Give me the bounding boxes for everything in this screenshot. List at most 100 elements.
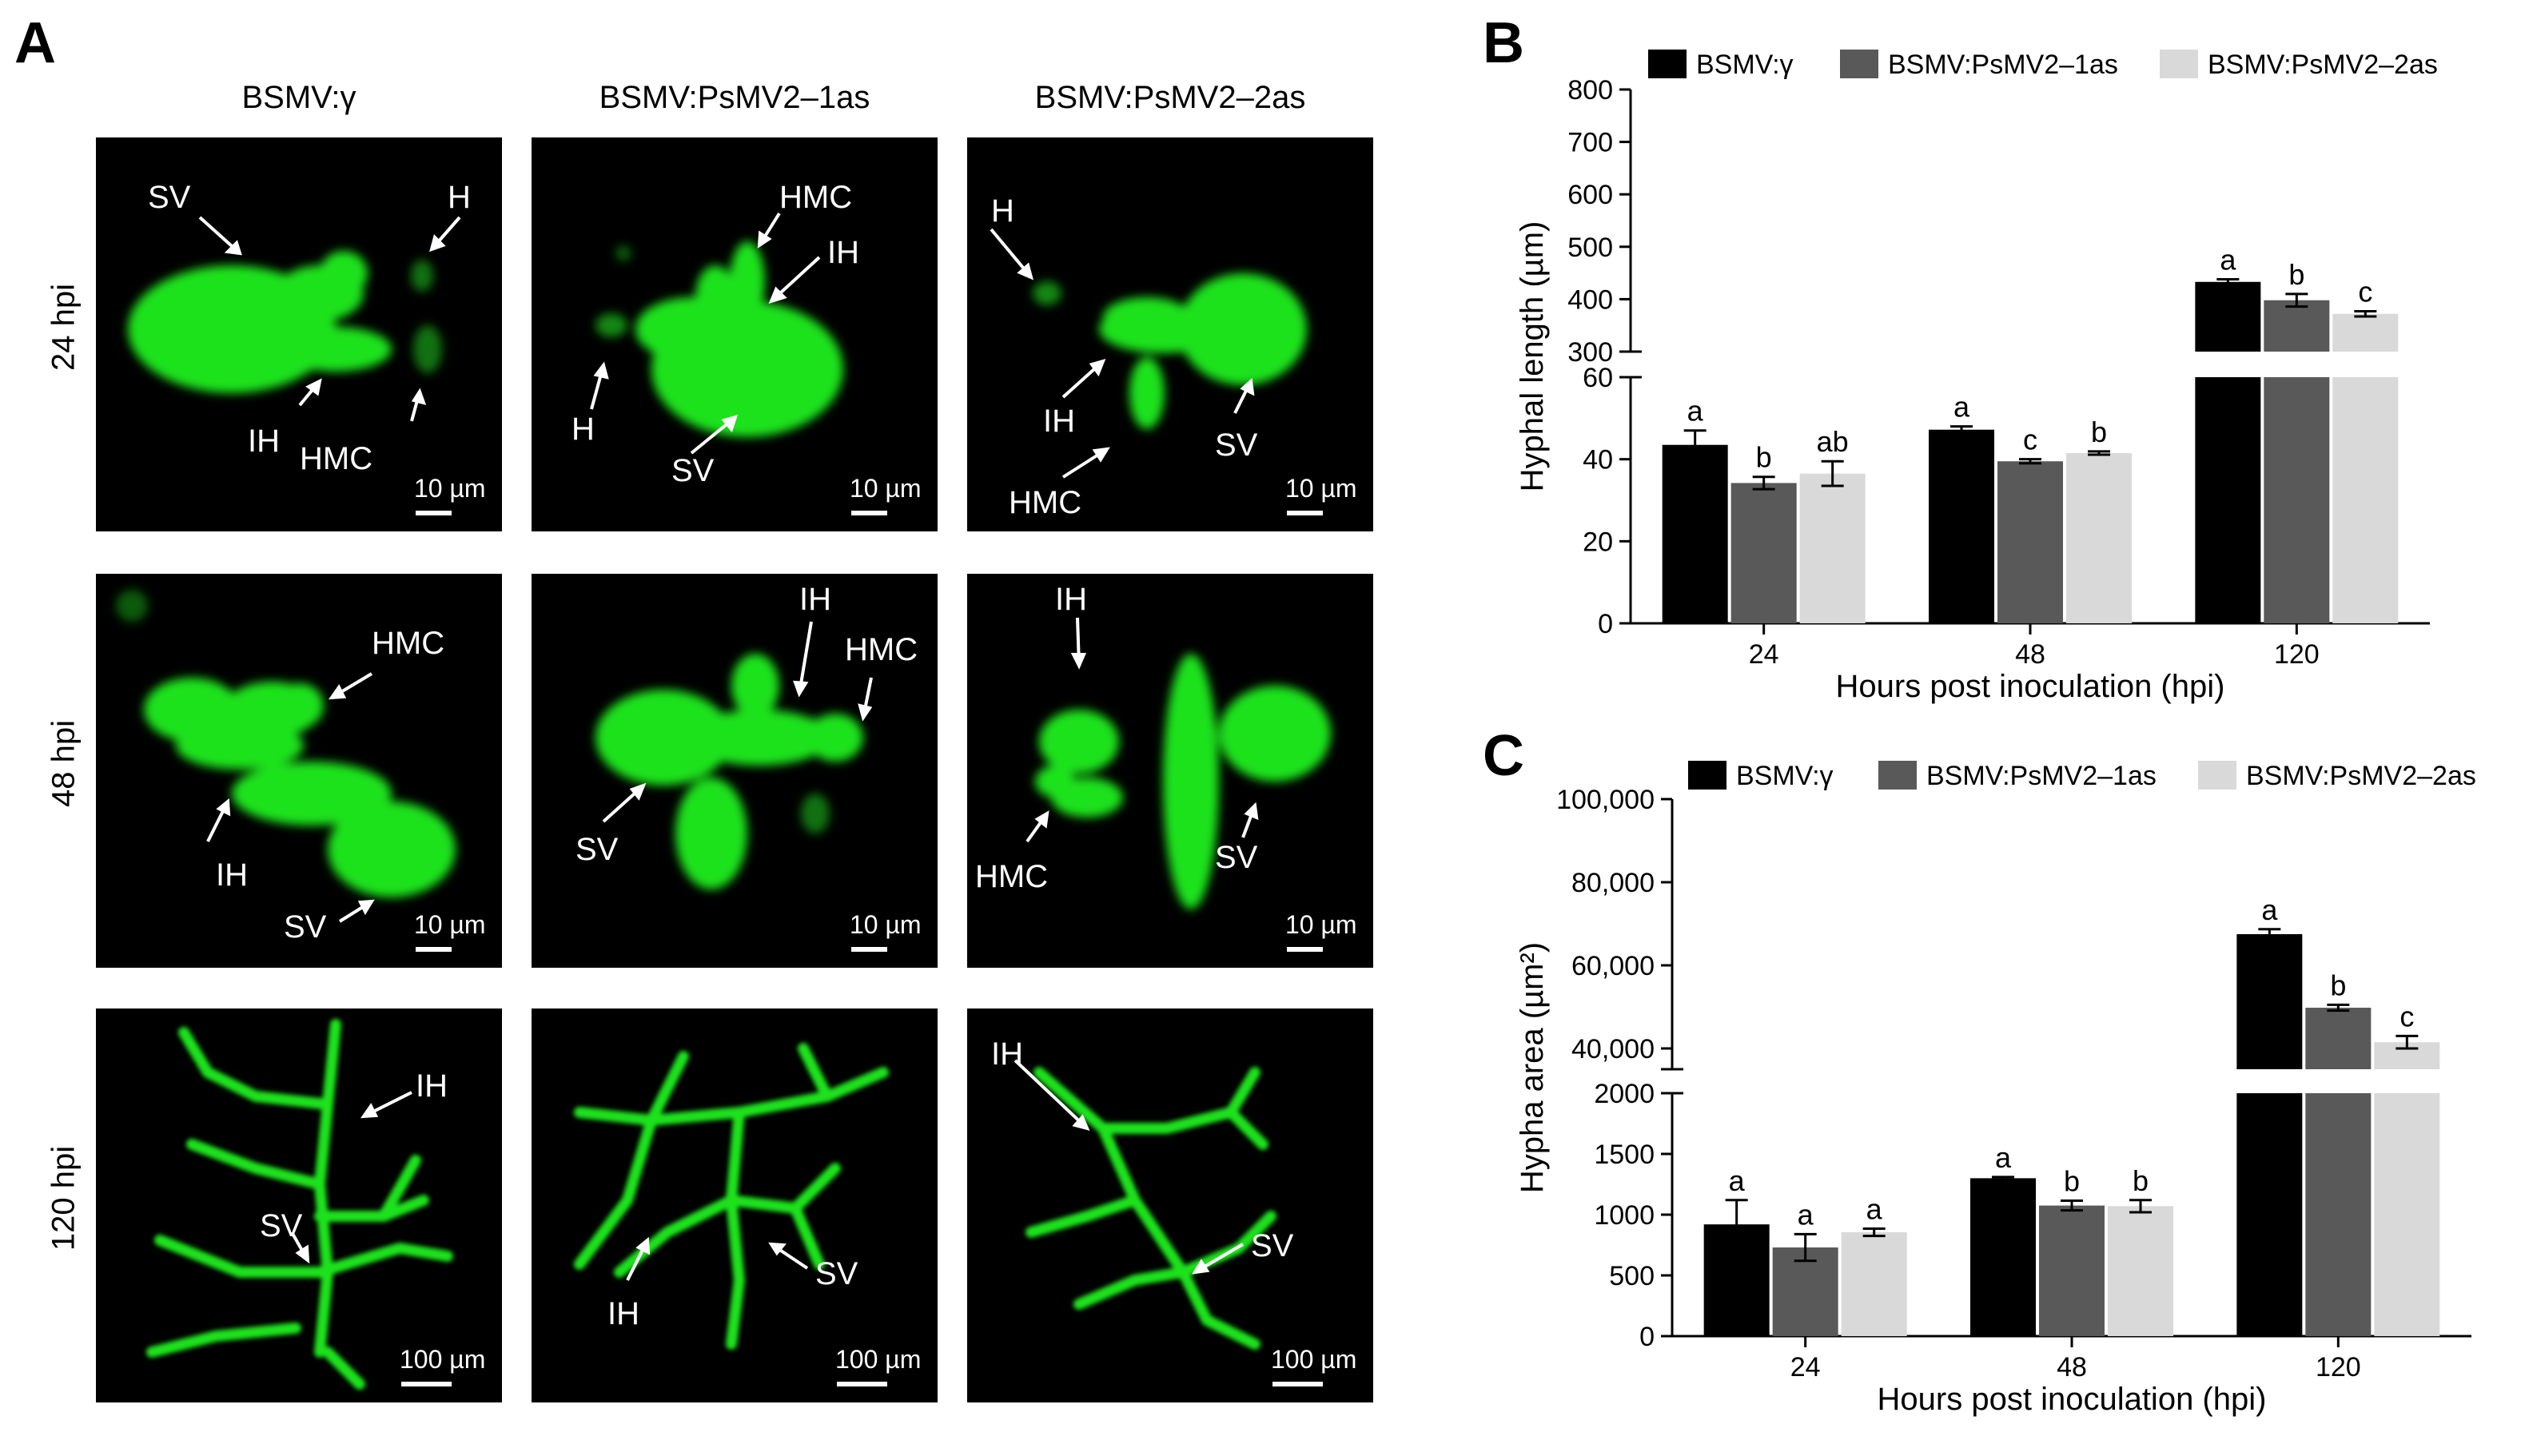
x-axis-title: Hours post inoculation (hpi) bbox=[1836, 669, 2225, 704]
micrograph-24hpi-bsmv-gamma: SV H IH HMC 10 µm bbox=[96, 137, 502, 531]
bar-lower-segment bbox=[2236, 1093, 2303, 1336]
label-hmc: HMC bbox=[975, 859, 1048, 894]
label-sv: SV bbox=[575, 832, 619, 867]
micrograph-120hpi-psmv2-2as: IH SV 100 µm bbox=[967, 1008, 1373, 1402]
row-label-120hpi: 120 hpi bbox=[46, 1145, 82, 1251]
micrograph-120hpi-bsmv-gamma: IH SV 100 µm bbox=[96, 1008, 502, 1402]
y-tick-label: 1000 bbox=[1594, 1200, 1655, 1231]
panel-letter-a: A bbox=[14, 11, 56, 75]
x-tick-label: 24 bbox=[1749, 639, 1779, 670]
label-ih: IH bbox=[827, 235, 859, 270]
legend-label: BSMV:γ bbox=[1696, 50, 1794, 80]
micrograph-48hpi-psmv2-1as: IH HMC SV 10 µm bbox=[532, 574, 938, 968]
significance-letter: c bbox=[2400, 1000, 2414, 1032]
chart-c-hypha-area: BSMV:γ BSMV:PsMV2–1as BSMV:PsMV2–2as 0 500 10… bbox=[1515, 761, 2476, 1417]
scale-bar-label: 100 µm bbox=[400, 1345, 485, 1374]
label-ih: IH bbox=[607, 1296, 639, 1331]
scale-bar-label: 10 µm bbox=[414, 474, 486, 503]
y-tick-label: 800 bbox=[1567, 75, 1613, 105]
significance-letter: a bbox=[1687, 395, 1704, 428]
label-ih: IH bbox=[416, 1068, 448, 1104]
bar bbox=[1730, 483, 1797, 623]
label-hmc: HMC bbox=[845, 632, 918, 667]
scale-bar-label: 100 µm bbox=[835, 1345, 921, 1374]
legend-label: BSMV:PsMV2–2as bbox=[2246, 761, 2476, 791]
label-ih: IH bbox=[991, 1036, 1023, 1072]
y-tick-label: 500 bbox=[1609, 1261, 1655, 1291]
significance-letter: b bbox=[2330, 969, 2346, 1001]
legend-swatch bbox=[2160, 50, 2198, 78]
legend-label: BSMV:γ bbox=[1736, 761, 1834, 791]
y-tick-label: 700 bbox=[1567, 128, 1613, 158]
bar bbox=[1772, 1247, 1838, 1336]
y-tick-label: 40,000 bbox=[1571, 1034, 1655, 1064]
significance-letter: b bbox=[2288, 258, 2304, 291]
label-sv: SV bbox=[284, 909, 327, 945]
column-header-psmv2-2as: BSMV:PsMV2–2as bbox=[1034, 80, 1306, 115]
y-tick-label: 300 bbox=[1567, 337, 1613, 368]
bar-lower-segment bbox=[2305, 1093, 2372, 1336]
scale-bar-label: 10 µm bbox=[850, 910, 922, 939]
label-hmc: HMC bbox=[1009, 485, 1081, 520]
x-axis-title: Hours post inoculation (hpi) bbox=[1878, 1382, 2267, 1417]
label-sv: SV bbox=[1215, 840, 1258, 875]
x-tick-label: 120 bbox=[2316, 1352, 2361, 1382]
bar bbox=[1799, 473, 1866, 623]
label-ih: IH bbox=[1043, 404, 1075, 439]
y-tick-label: 400 bbox=[1567, 284, 1613, 315]
label-h: H bbox=[572, 412, 595, 447]
y-tick-label: 40 bbox=[1583, 445, 1613, 475]
significance-letter: a bbox=[1798, 1198, 1814, 1231]
y-tick-label: 500 bbox=[1567, 233, 1613, 263]
bar-lower-segment bbox=[2332, 377, 2399, 623]
y-axis-title: Hyphal length (µm) bbox=[1515, 221, 1550, 492]
label-hmc: HMC bbox=[300, 441, 372, 476]
significance-letter: b bbox=[2064, 1165, 2080, 1198]
micrograph-48hpi-bsmv-gamma: HMC IH SV 10 µm bbox=[96, 574, 502, 968]
legend-swatch bbox=[1688, 761, 1726, 790]
scale-bar-label: 10 µm bbox=[1285, 910, 1357, 939]
x-tick-label: 24 bbox=[1790, 1352, 1821, 1382]
significance-letter: a bbox=[2220, 243, 2236, 276]
y-tick-label: 80,000 bbox=[1571, 868, 1655, 898]
significance-letter: a bbox=[1953, 391, 1970, 424]
bar bbox=[2039, 1205, 2105, 1336]
chart-b-hyphal-length: BSMV:γ BSMV:PsMV2–1as BSMV:PsMV2–2as 0 20 40 6… bbox=[1515, 50, 2438, 704]
significance-letter: b bbox=[2133, 1164, 2149, 1197]
column-header-bsmv-gamma: BSMV:γ bbox=[241, 80, 356, 115]
y-tick-label: 0 bbox=[1639, 1322, 1655, 1352]
label-ih: IH bbox=[799, 582, 831, 617]
significance-letter: a bbox=[1995, 1141, 2012, 1174]
label-hmc: HMC bbox=[779, 180, 852, 215]
bar bbox=[2332, 313, 2399, 352]
row-label-48hpi: 48 hpi bbox=[46, 720, 82, 807]
bar bbox=[1841, 1232, 1907, 1336]
micrograph-24hpi-psmv2-1as: HMC IH H SV 10 µm bbox=[532, 137, 938, 531]
legend-swatch bbox=[1840, 50, 1878, 78]
micrograph-120hpi-psmv2-1as: IH SV 100 µm bbox=[532, 1008, 938, 1402]
bar bbox=[2066, 452, 2132, 623]
y-tick-label: 0 bbox=[1598, 609, 1613, 639]
y-tick-label: 100,000 bbox=[1556, 785, 1655, 815]
bar bbox=[2195, 281, 2261, 352]
bar-lower-segment bbox=[2374, 1093, 2440, 1336]
significance-letter: ab bbox=[1817, 425, 1849, 458]
bar bbox=[2236, 934, 2303, 1069]
scale-bar-label: 10 µm bbox=[414, 910, 486, 939]
bar bbox=[2108, 1206, 2173, 1336]
y-tick-label: 60,000 bbox=[1571, 951, 1655, 981]
label-h: H bbox=[991, 193, 1014, 229]
micrograph-48hpi-psmv2-2as: IH HMC SV 10 µm bbox=[967, 574, 1373, 968]
label-sv: SV bbox=[260, 1208, 303, 1243]
panel-letter-b: B bbox=[1483, 11, 1524, 75]
y-tick-label: 20 bbox=[1583, 527, 1613, 557]
legend-swatch bbox=[1648, 50, 1687, 78]
label-h: H bbox=[448, 180, 471, 215]
panel-letter-c: C bbox=[1483, 724, 1524, 788]
scale-bar-label: 10 µm bbox=[850, 474, 922, 503]
legend-label: BSMV:PsMV2–1as bbox=[1926, 761, 2157, 791]
label-ih: IH bbox=[1055, 582, 1087, 617]
y-tick-label: 600 bbox=[1567, 180, 1613, 210]
y-axis-title: Hypha area (µm²) bbox=[1515, 942, 1550, 1193]
column-header-psmv2-1as: BSMV:PsMV2–1as bbox=[599, 80, 870, 115]
